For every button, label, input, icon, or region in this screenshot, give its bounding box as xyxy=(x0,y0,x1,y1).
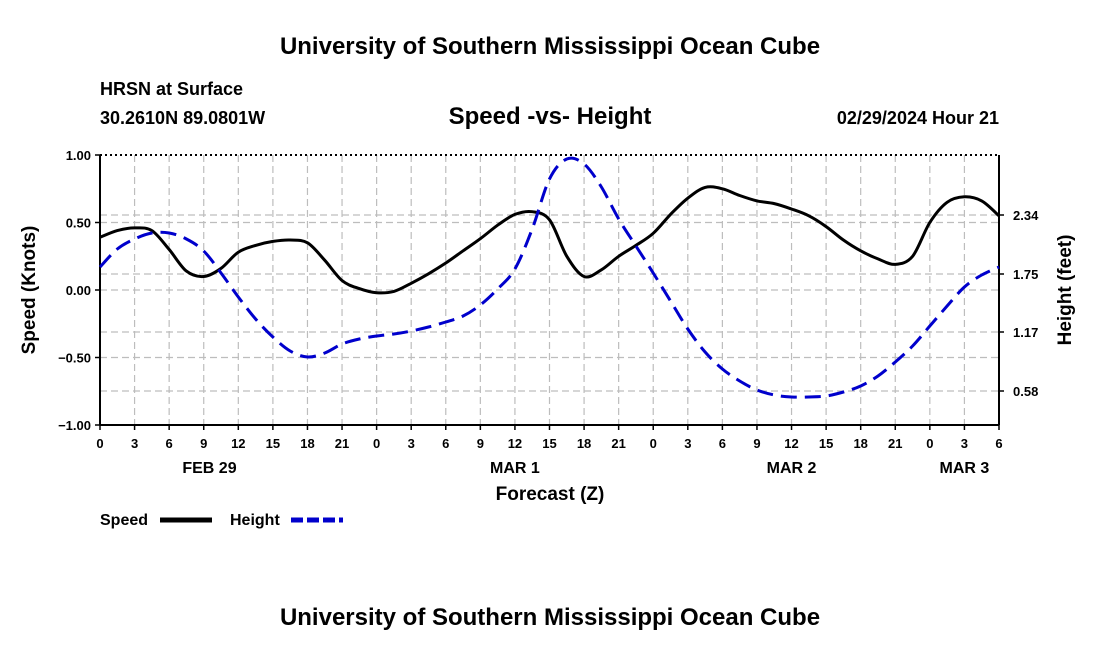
x-tick-label: 0 xyxy=(926,436,933,451)
chart-top-title: University of Southern Mississippi Ocean… xyxy=(280,33,820,60)
x-tick-label: 3 xyxy=(408,436,415,451)
axis-layer xyxy=(95,154,1004,430)
series-layer xyxy=(98,156,1001,399)
x-tick-label: 3 xyxy=(961,436,968,451)
date-label-1: MAR 1 xyxy=(490,460,540,477)
x-tick-label: 9 xyxy=(753,436,760,451)
x-tick-label: 6 xyxy=(442,436,449,451)
x-tick-label: 21 xyxy=(611,436,625,451)
x-tick-label: 12 xyxy=(231,436,245,451)
forecast-datetime: 02/29/2024 Hour 21 xyxy=(837,108,999,128)
chart-bottom-title: University of Southern Mississippi Ocean… xyxy=(280,604,820,631)
x-tick-label: 6 xyxy=(166,436,173,451)
x-tick-label: 3 xyxy=(684,436,691,451)
y-left-tick-label: −0.50 xyxy=(58,351,91,366)
height-series-line xyxy=(98,156,1000,399)
station-coords: 30.2610N 89.0801W xyxy=(100,108,265,128)
y-left-tick-label: 0.50 xyxy=(66,216,91,231)
y-left-tick-label: 0.00 xyxy=(66,283,91,298)
x-tick-label: 18 xyxy=(300,436,314,451)
date-label-3: MAR 3 xyxy=(940,460,990,477)
label-layer: University of Southern Mississippi Ocean… xyxy=(19,33,1076,631)
grid-layer xyxy=(99,155,1000,425)
x-tick-label: 12 xyxy=(784,436,798,451)
x-tick-label: 3 xyxy=(131,436,138,451)
x-tick-label: 21 xyxy=(335,436,349,451)
chart-title: Speed -vs- Height xyxy=(449,103,652,130)
x-tick-label: 12 xyxy=(508,436,522,451)
legend-speed-label: Speed xyxy=(100,512,148,529)
station-label: HRSN at Surface xyxy=(100,79,243,99)
x-axis-label: Forecast (Z) xyxy=(496,484,605,505)
x-tick-label: 6 xyxy=(719,436,726,451)
y-left-tick-label: −1.00 xyxy=(58,418,91,433)
x-tick-label: 0 xyxy=(373,436,380,451)
y-right-tick-label: 1.17 xyxy=(1013,325,1038,340)
legend-height-label: Height xyxy=(230,512,280,529)
x-tick-label: 9 xyxy=(200,436,207,451)
x-tick-label: 15 xyxy=(819,436,833,451)
y-axis-right-label: Height (feet) xyxy=(1055,235,1076,346)
y-axis-left-label: Speed (Knots) xyxy=(19,226,40,355)
x-tick-label: 15 xyxy=(542,436,556,451)
x-tick-label: 18 xyxy=(577,436,591,451)
x-tick-label: 21 xyxy=(888,436,902,451)
x-tick-label: 18 xyxy=(853,436,867,451)
y-right-tick-label: 2.34 xyxy=(1013,208,1039,223)
y-right-tick-label: 1.75 xyxy=(1013,267,1038,282)
x-tick-label: 0 xyxy=(96,436,103,451)
x-tick-label: 15 xyxy=(266,436,280,451)
speed-series-line xyxy=(99,185,1001,295)
date-label-2: MAR 2 xyxy=(767,460,817,477)
x-tick-label: 9 xyxy=(477,436,484,451)
x-tick-label: 6 xyxy=(995,436,1002,451)
y-left-tick-label: 1.00 xyxy=(66,148,91,163)
y-right-tick-label: 0.58 xyxy=(1013,384,1038,399)
date-label-0: FEB 29 xyxy=(182,460,236,477)
x-tick-label: 0 xyxy=(650,436,657,451)
